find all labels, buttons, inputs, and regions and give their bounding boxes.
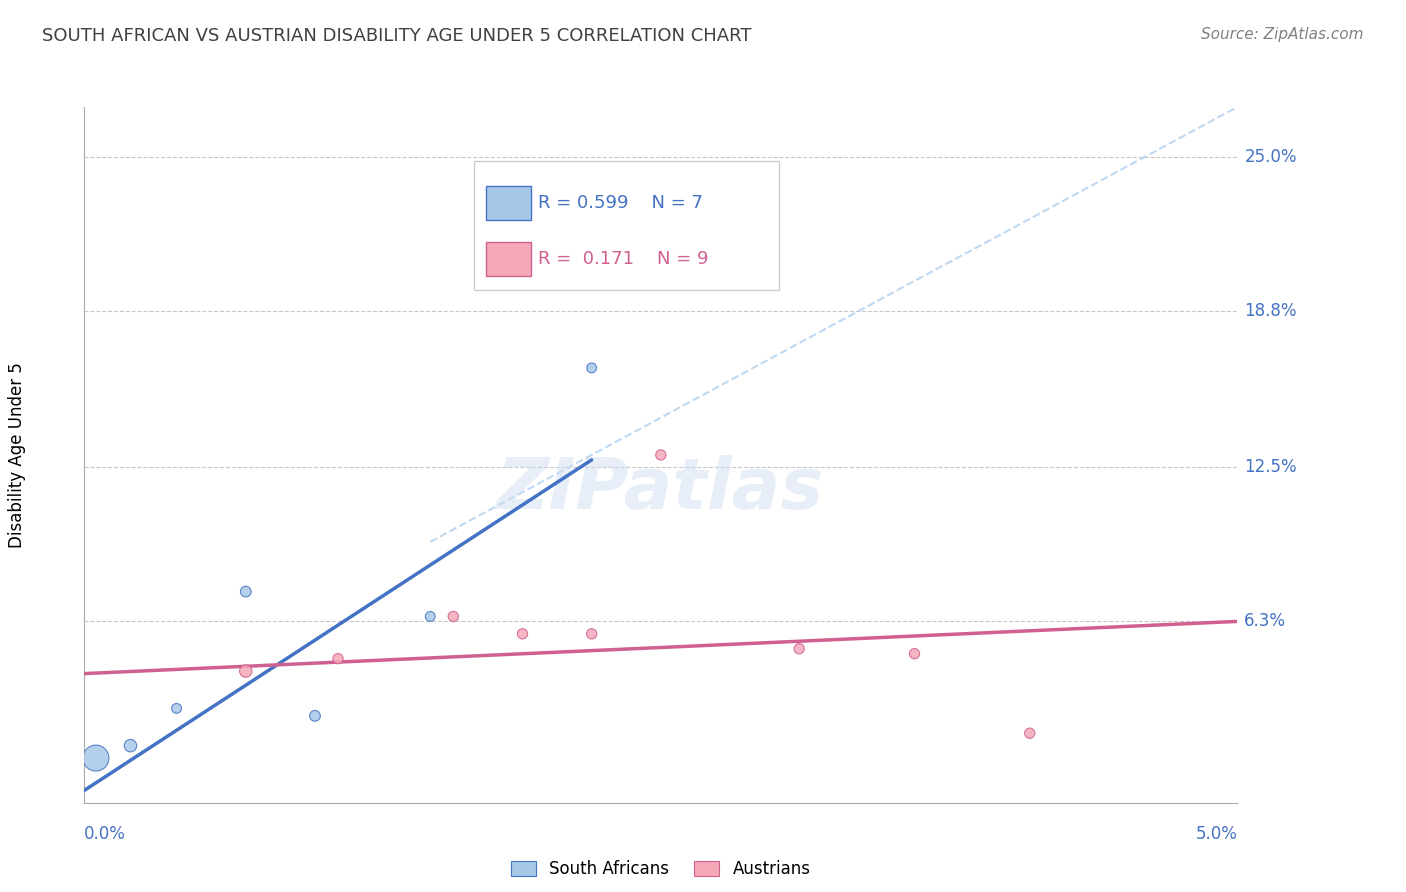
Text: 12.5%: 12.5% (1244, 458, 1296, 476)
Text: R =  0.171    N = 9: R = 0.171 N = 9 (538, 251, 709, 268)
Text: 5.0%: 5.0% (1195, 825, 1237, 843)
Text: R = 0.599    N = 7: R = 0.599 N = 7 (538, 194, 703, 212)
Text: 6.3%: 6.3% (1244, 613, 1286, 631)
Point (903, 647, 925, 661)
Point (441, 609, 464, 624)
Point (512, 627, 534, 641)
Point (326, 651, 349, 665)
Text: SOUTH AFRICAN VS AUSTRIAN DISABILITY AGE UNDER 5 CORRELATION CHART: SOUTH AFRICAN VS AUSTRIAN DISABILITY AGE… (42, 27, 752, 45)
Text: 0.0%: 0.0% (84, 825, 127, 843)
Point (650, 448, 672, 462)
Point (120, 739, 142, 753)
Point (84, 751, 107, 765)
Point (235, 664, 257, 678)
Point (166, 701, 188, 715)
Text: 25.0%: 25.0% (1244, 148, 1296, 166)
Point (581, 361, 603, 376)
Point (581, 627, 603, 641)
Point (1018, 726, 1040, 740)
Text: ZIPatlas: ZIPatlas (498, 455, 824, 524)
Text: 18.8%: 18.8% (1244, 301, 1296, 320)
Text: Source: ZipAtlas.com: Source: ZipAtlas.com (1201, 27, 1364, 42)
Text: Disability Age Under 5: Disability Age Under 5 (8, 362, 25, 548)
Point (235, 584, 257, 599)
Point (787, 641, 810, 656)
Point (419, 609, 441, 624)
Legend: South Africans, Austrians: South Africans, Austrians (505, 854, 817, 885)
Point (304, 708, 326, 723)
